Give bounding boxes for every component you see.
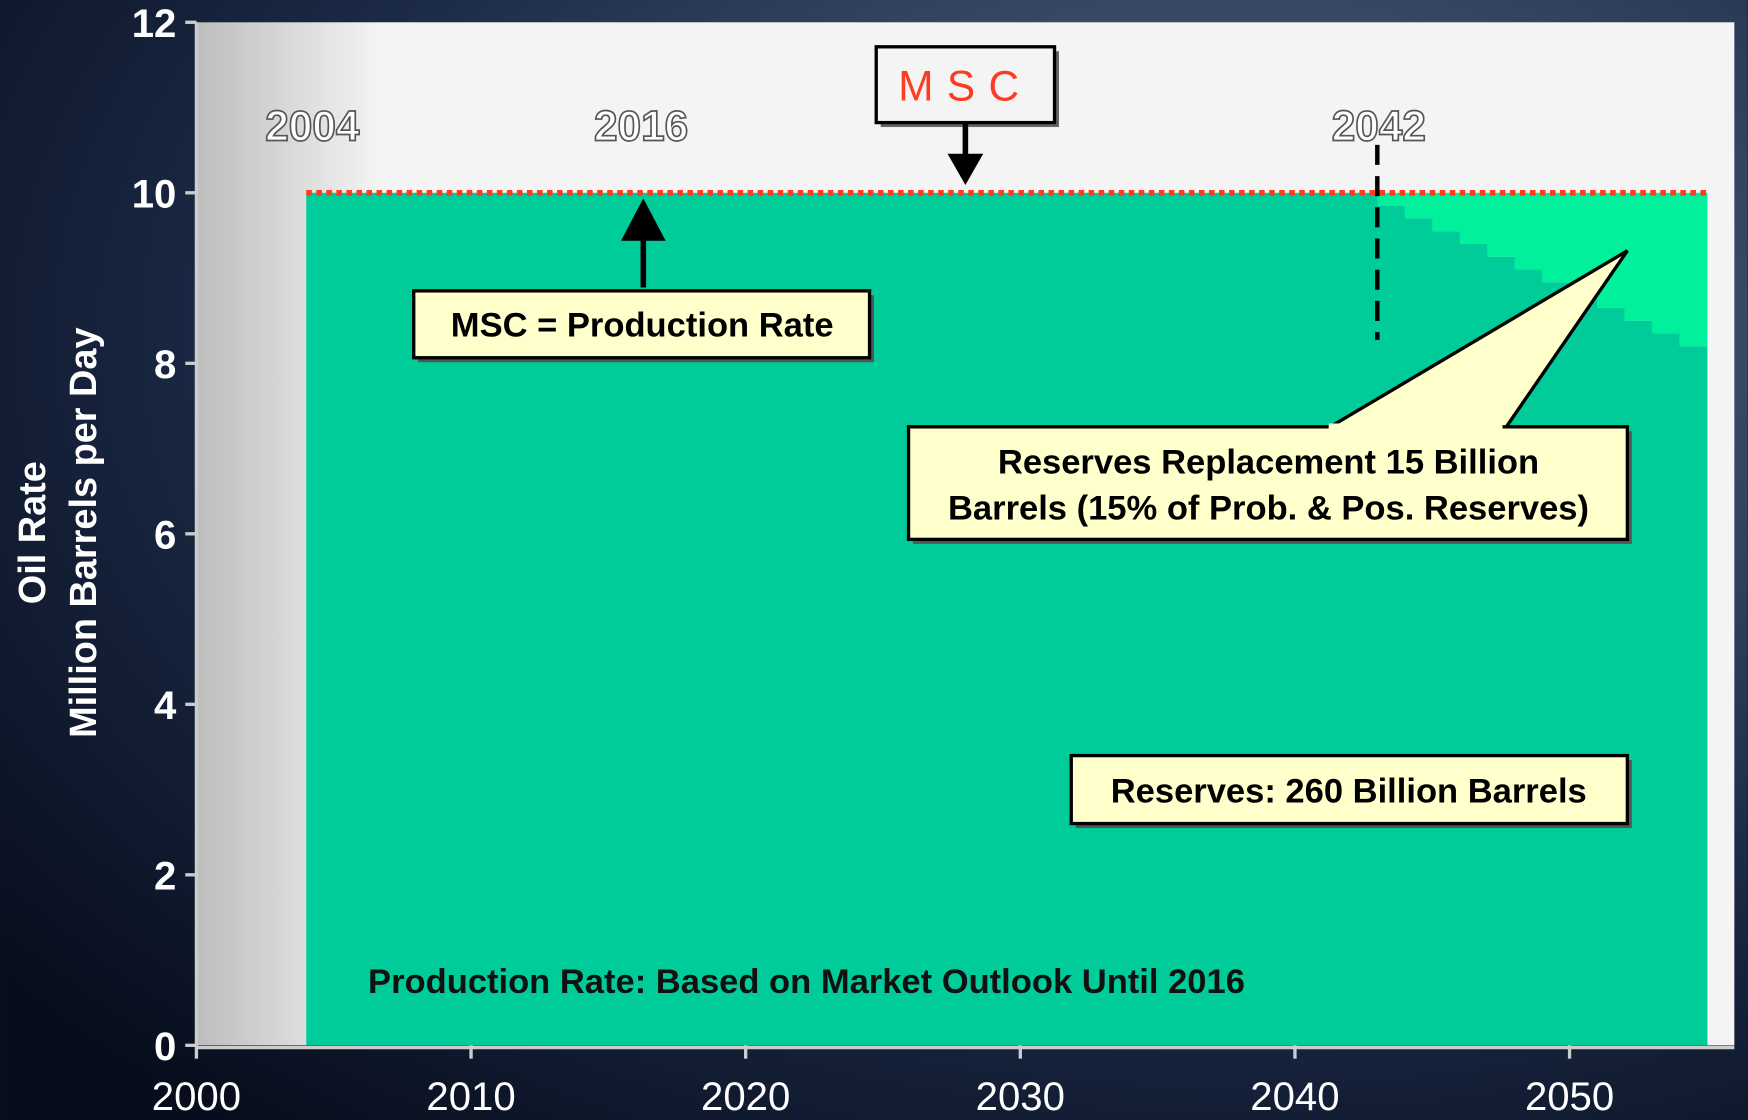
area-step — [1679, 193, 1707, 346]
area-step — [1487, 193, 1515, 257]
x-tick-label: 2050 — [1525, 1075, 1614, 1119]
year-label: 2004 — [265, 102, 360, 149]
area-step — [1679, 346, 1707, 1045]
area-step — [1460, 193, 1488, 244]
year-label: 2016 — [594, 102, 688, 149]
y-tick-label: 2 — [154, 854, 176, 898]
x-tick-label: 2000 — [152, 1075, 241, 1119]
y-axis-title: Million Barrels per Day — [63, 327, 105, 737]
callout-text: Reserves: 260 Billion Barrels — [1111, 772, 1587, 810]
msc-label: MSC — [898, 62, 1032, 109]
area-step — [1432, 193, 1460, 231]
x-tick-label: 2040 — [1250, 1075, 1339, 1119]
x-tick-label: 2020 — [701, 1075, 790, 1119]
y-tick-label: 0 — [154, 1025, 176, 1069]
y-tick-label: 6 — [154, 513, 176, 557]
callout-text: Reserves Replacement 15 Billion — [998, 444, 1539, 482]
area-step — [1652, 333, 1680, 1045]
area-step — [1624, 193, 1652, 321]
x-tick-label: 2030 — [976, 1075, 1065, 1119]
joint — [1329, 423, 1503, 430]
area-step — [1542, 193, 1570, 283]
area-step — [1515, 193, 1543, 270]
y-axis-title: Oil Rate — [12, 461, 54, 604]
area-step — [1570, 295, 1598, 1045]
area-step — [1652, 193, 1680, 334]
y-tick-label: 10 — [132, 172, 177, 216]
y-tick-label: 4 — [154, 684, 177, 728]
area-step — [1405, 218, 1433, 1045]
callout-text: Barrels (15% of Prob. & Pos. Reserves) — [948, 489, 1589, 527]
callout-text: MSC = Production Rate — [451, 307, 834, 345]
x-tick-label: 2010 — [426, 1075, 515, 1119]
area-step — [1377, 206, 1405, 1046]
reserves-callout: Reserves: 260 Billion Barrels — [1071, 756, 1632, 828]
area-step — [1542, 282, 1570, 1045]
y-tick-label: 8 — [154, 343, 176, 387]
area-step — [1405, 193, 1433, 219]
chart: Oil Rate Million Barrels per Day 2004 20… — [0, 0, 1748, 1120]
year-label: 2042 — [1332, 102, 1426, 149]
y-tick-label: 12 — [132, 2, 177, 46]
note: Production Rate: Based on Market Outlook… — [368, 963, 1245, 1001]
area-step — [1597, 308, 1625, 1045]
